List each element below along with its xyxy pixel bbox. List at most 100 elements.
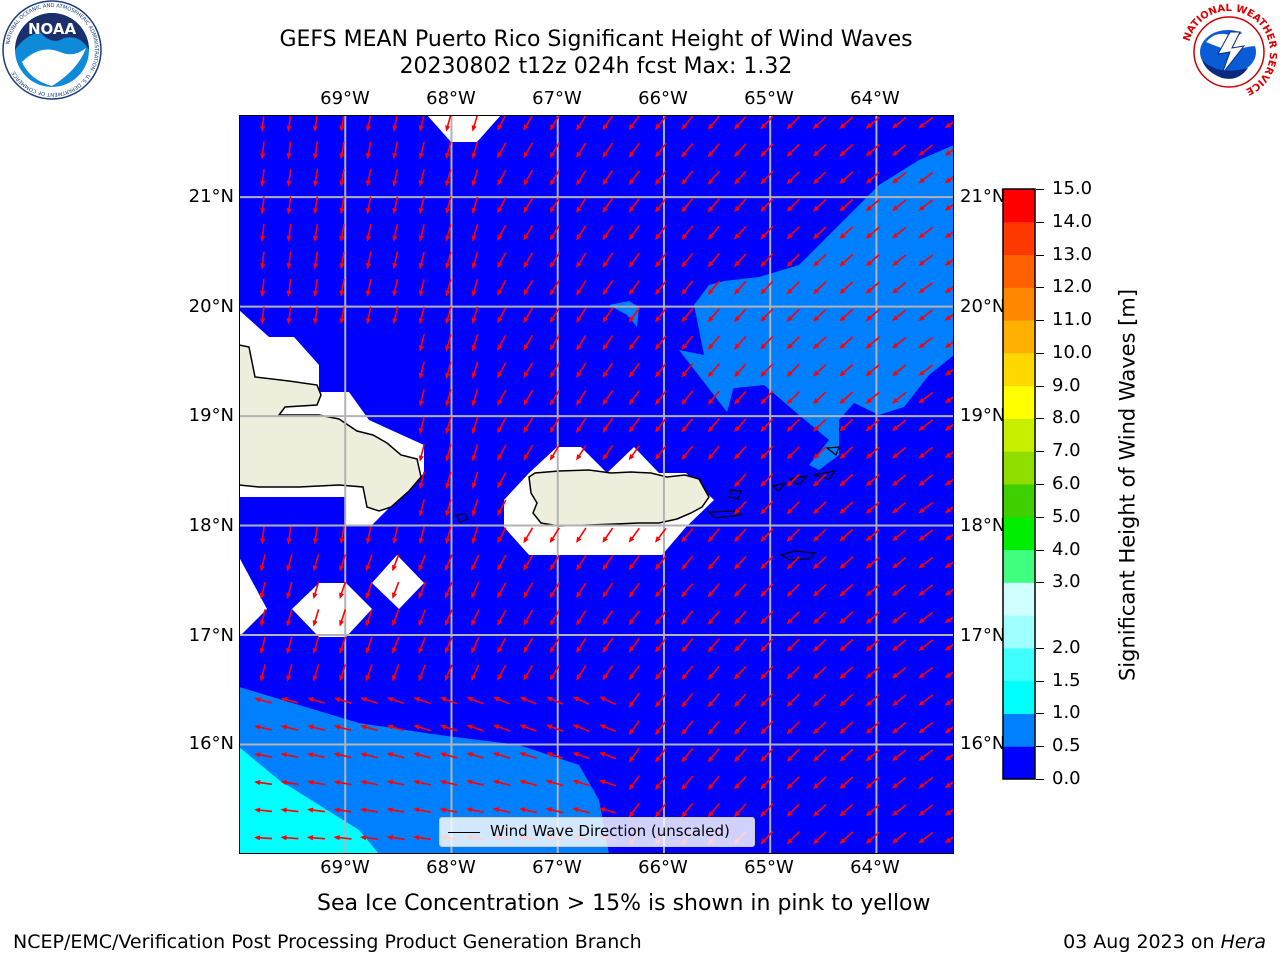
legend-label: Wind Wave Direction (unscaled) [490, 822, 730, 840]
wave-direction-arrow [839, 693, 854, 707]
wave-direction-arrow [918, 144, 934, 156]
wave-direction-arrow [365, 169, 372, 187]
wave-direction-arrow [333, 697, 352, 704]
wave-direction-arrow [602, 637, 614, 653]
wave-direction-arrow [628, 115, 640, 131]
wave-direction-arrow [786, 171, 800, 185]
wave-direction-arrow [786, 336, 800, 350]
wave-direction-arrow [497, 307, 507, 324]
legend-line-icon [448, 832, 480, 833]
wave-direction-arrow [812, 253, 827, 267]
lat-label-left: 17°N [188, 625, 234, 646]
wave-direction-arrow [839, 143, 854, 157]
wave-direction-arrow [286, 168, 292, 187]
wave-direction-arrow [445, 389, 452, 407]
wave-direction-arrow [545, 752, 564, 760]
wave-direction-arrow [865, 254, 880, 267]
wave-direction-arrow [812, 391, 827, 405]
wave-direction-arrow [812, 473, 827, 487]
wave-direction-arrow [497, 472, 507, 489]
wave-direction-arrow [602, 445, 614, 461]
colorbar-tick-label: 12.0 [1052, 276, 1093, 298]
colorbar-swatch [1003, 352, 1035, 387]
wave-direction-arrow [681, 610, 694, 625]
wave-direction-arrow [445, 251, 452, 270]
wave-direction-arrow [733, 335, 747, 350]
wave-direction-arrow [918, 529, 934, 541]
wave-direction-arrow [339, 636, 347, 655]
wave-direction-arrow [733, 445, 747, 460]
wave-direction-arrow [655, 115, 667, 131]
wave-direction-arrow [892, 254, 907, 267]
wave-direction-arrow [365, 224, 372, 242]
wave-direction-arrow [865, 501, 880, 514]
wave-direction-arrow [865, 446, 880, 459]
wave-direction-arrow [497, 279, 507, 296]
wave-direction-arrow [628, 280, 640, 296]
lon-label-top: 64°W [850, 88, 900, 109]
wave-direction-arrow [445, 306, 452, 325]
wave-direction-arrow [471, 169, 479, 187]
wave-direction-arrow [549, 307, 560, 324]
wave-direction-arrow [681, 198, 694, 213]
wave-direction-arrow [733, 748, 747, 763]
wave-direction-arrow [546, 724, 564, 732]
wave-direction-arrow [892, 226, 907, 239]
wave-direction-arrow [413, 752, 431, 759]
wave-direction-arrow [812, 226, 827, 240]
colorbar-tick-label: 13.0 [1052, 243, 1093, 265]
wave-direction-arrow [918, 309, 934, 321]
wave-direction-arrow [392, 636, 400, 654]
wave-direction-arrow [254, 724, 272, 731]
wave-direction-arrow [365, 279, 372, 297]
wave-direction-arrow [418, 636, 427, 654]
wave-direction-arrow [760, 418, 774, 433]
wave-direction-arrow [280, 835, 299, 841]
wave-direction-arrow [286, 609, 293, 627]
wave-direction-arrow [760, 445, 774, 460]
wave-direction-arrow [812, 583, 827, 597]
wave-direction-arrow [918, 611, 934, 624]
wave-direction-arrow [339, 251, 345, 270]
colorbar-swatch [1003, 582, 1035, 616]
colorbar-tick-label: 5.0 [1052, 505, 1081, 527]
wave-direction-arrow [786, 776, 800, 790]
wave-direction-arrow [286, 526, 292, 545]
wave-direction-arrow [418, 115, 425, 132]
wave-direction-arrow [497, 664, 507, 681]
wave-direction-arrow [471, 444, 479, 462]
colorbar-tick-label: 4.0 [1052, 538, 1081, 560]
wave-direction-arrow [865, 171, 880, 184]
wave-direction-arrow [681, 583, 694, 598]
wave-direction-arrow [599, 752, 617, 760]
wave-direction-arrow [786, 253, 800, 267]
wave-direction-arrow [523, 417, 534, 434]
wave-direction-arrow [392, 581, 400, 599]
wave-direction-arrow [254, 807, 273, 813]
wave-direction-arrow [471, 196, 479, 215]
wave-direction-arrow [471, 526, 479, 545]
chart-title-line1: GEFS MEAN Puerto Rico Significant Height… [279, 27, 913, 52]
wave-direction-arrow [865, 281, 880, 294]
colorbar-tick-label: 11.0 [1052, 309, 1093, 331]
wave-direction-arrow [733, 500, 747, 515]
wave-direction-arrow [812, 116, 827, 130]
wave-direction-arrow [445, 499, 452, 517]
wave-direction-arrow [286, 223, 292, 242]
wave-direction-arrow [549, 115, 560, 131]
wave-direction-arrow [760, 610, 774, 625]
missing-area [239, 557, 267, 637]
wave-direction-arrow [707, 665, 720, 680]
wave-direction-arrow [812, 143, 827, 157]
wave-direction-arrow [260, 115, 266, 132]
wave-direction-arrow [339, 581, 347, 600]
wave-direction-arrow [280, 807, 299, 813]
wave-direction-arrow [523, 582, 534, 599]
wave-direction-arrow [602, 115, 614, 131]
wave-direction-arrow [576, 637, 587, 654]
wave-direction-arrow [628, 775, 640, 791]
wave-direction-arrow [760, 198, 774, 213]
lon-label-bottom: 69°W [320, 857, 370, 878]
wave-direction-arrow [549, 609, 560, 626]
colorbar-tick-label: 1.5 [1052, 669, 1081, 691]
